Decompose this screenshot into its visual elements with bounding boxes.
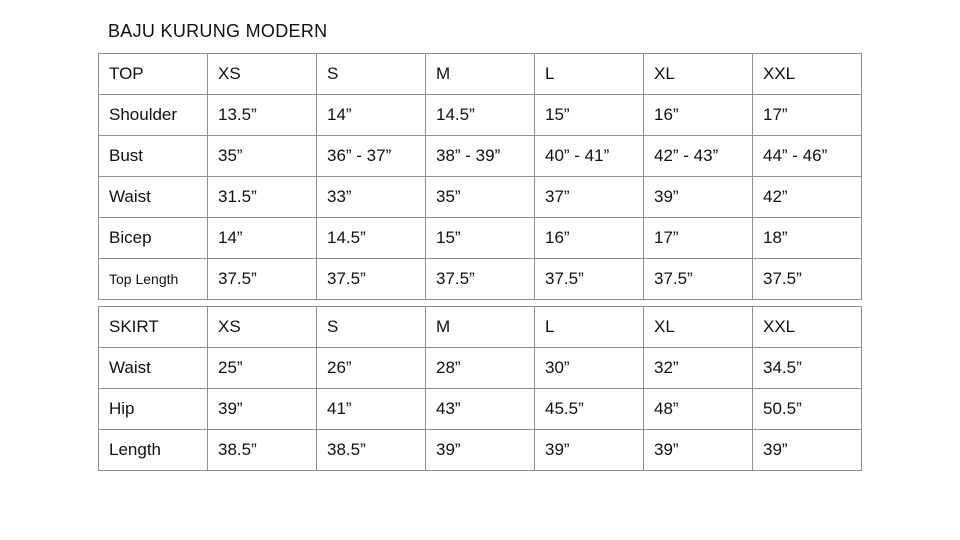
value-cell: 16” <box>534 217 644 259</box>
column-header: S <box>316 306 426 348</box>
value-cell: 13.5” <box>207 94 317 136</box>
value-cell: 38.5” <box>316 429 426 471</box>
column-header: SKIRT <box>98 306 208 348</box>
value-cell: 32” <box>643 347 753 389</box>
value-cell: 17” <box>752 94 862 136</box>
value-cell: 50.5” <box>752 388 862 430</box>
value-cell: 17” <box>643 217 753 259</box>
value-cell: 25” <box>207 347 317 389</box>
row-label: Waist <box>98 347 208 389</box>
row-label: Hip <box>98 388 208 430</box>
value-cell: 15” <box>534 94 644 136</box>
table-row: Hip 39” 41” 43” 45.5” 48” 50.5” <box>98 388 862 430</box>
column-header: L <box>534 306 644 348</box>
value-cell: 36” - 37” <box>316 135 426 177</box>
table-row: Waist 25” 26” 28” 30” 32” 34.5” <box>98 347 862 389</box>
table-row: Length 38.5” 38.5” 39” 39” 39” 39” <box>98 429 862 471</box>
value-cell: 38” - 39” <box>425 135 535 177</box>
value-cell: 18” <box>752 217 862 259</box>
value-cell: 37.5” <box>643 258 753 300</box>
column-header: TOP <box>98 53 208 95</box>
column-header: S <box>316 53 426 95</box>
column-header: L <box>534 53 644 95</box>
value-cell: 42” <box>752 176 862 218</box>
table-row: Shoulder 13.5” 14” 14.5” 15” 16” 17” <box>98 94 862 136</box>
value-cell: 42” - 43” <box>643 135 753 177</box>
value-cell: 15” <box>425 217 535 259</box>
value-cell: 14” <box>316 94 426 136</box>
column-header: XXL <box>752 306 862 348</box>
top-size-table: TOP XS S M L XL XXL Shoulder 13.5” 14” 1… <box>98 53 862 300</box>
table-row: Bicep 14” 14.5” 15” 16” 17” 18” <box>98 217 862 259</box>
skirt-header-row: SKIRT XS S M L XL XXL <box>98 306 862 348</box>
value-cell: 14.5” <box>316 217 426 259</box>
table-row: Bust 35” 36” - 37” 38” - 39” 40” - 41” 4… <box>98 135 862 177</box>
row-label: Shoulder <box>98 94 208 136</box>
value-cell: 30” <box>534 347 644 389</box>
value-cell: 14” <box>207 217 317 259</box>
page-title: BAJU KURUNG MODERN <box>108 21 328 41</box>
column-header: M <box>425 53 535 95</box>
value-cell: 26” <box>316 347 426 389</box>
row-label: Waist <box>98 176 208 218</box>
value-cell: 39” <box>752 429 862 471</box>
row-label: Bust <box>98 135 208 177</box>
value-cell: 40” - 41” <box>534 135 644 177</box>
top-header-row: TOP XS S M L XL XXL <box>98 53 862 95</box>
value-cell: 37.5” <box>316 258 426 300</box>
table-row: Waist 31.5” 33” 35” 37” 39” 42” <box>98 176 862 218</box>
row-label: Top Length <box>98 258 208 300</box>
value-cell: 35” <box>207 135 317 177</box>
value-cell: 44” - 46” <box>752 135 862 177</box>
column-header: M <box>425 306 535 348</box>
value-cell: 37.5” <box>534 258 644 300</box>
column-header: XS <box>207 306 317 348</box>
value-cell: 39” <box>534 429 644 471</box>
value-cell: 31.5” <box>207 176 317 218</box>
column-header: XS <box>207 53 317 95</box>
row-label: Length <box>98 429 208 471</box>
value-cell: 33” <box>316 176 426 218</box>
value-cell: 39” <box>643 176 753 218</box>
column-header: XL <box>643 306 753 348</box>
column-header: XXL <box>752 53 862 95</box>
column-header: XL <box>643 53 753 95</box>
value-cell: 14.5” <box>425 94 535 136</box>
value-cell: 37.5” <box>425 258 535 300</box>
value-cell: 28” <box>425 347 535 389</box>
value-cell: 37.5” <box>752 258 862 300</box>
value-cell: 43” <box>425 388 535 430</box>
value-cell: 38.5” <box>207 429 317 471</box>
value-cell: 48” <box>643 388 753 430</box>
skirt-size-table: SKIRT XS S M L XL XXL Waist 25” 26” 28” … <box>98 306 862 471</box>
value-cell: 39” <box>643 429 753 471</box>
value-cell: 34.5” <box>752 347 862 389</box>
table-row: Top Length 37.5” 37.5” 37.5” 37.5” 37.5”… <box>98 258 862 300</box>
value-cell: 45.5” <box>534 388 644 430</box>
value-cell: 35” <box>425 176 535 218</box>
row-label: Bicep <box>98 217 208 259</box>
value-cell: 37” <box>534 176 644 218</box>
value-cell: 41” <box>316 388 426 430</box>
value-cell: 16” <box>643 94 753 136</box>
value-cell: 37.5” <box>207 258 317 300</box>
value-cell: 39” <box>425 429 535 471</box>
value-cell: 39” <box>207 388 317 430</box>
